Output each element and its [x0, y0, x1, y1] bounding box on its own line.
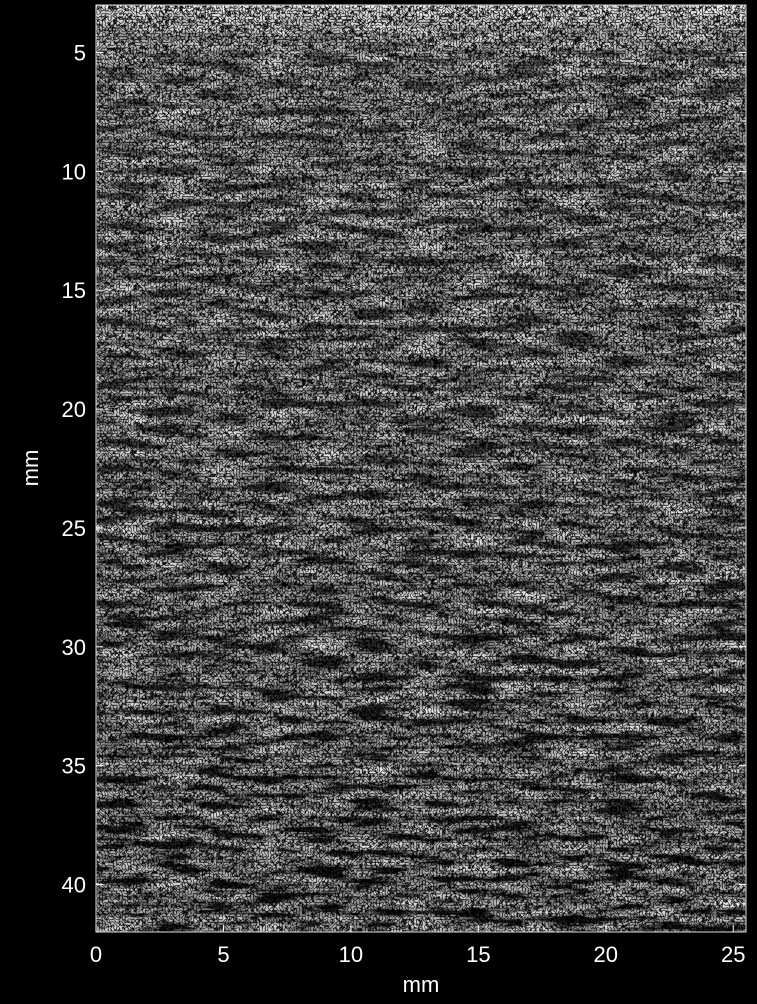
ultrasound-image [96, 5, 746, 932]
x-tick-label: 10 [339, 942, 363, 967]
x-tick-label: 15 [466, 942, 490, 967]
x-tick-label: 20 [594, 942, 618, 967]
y-tick-label: 30 [62, 635, 86, 660]
y-axis-label: mm [18, 450, 43, 487]
x-tick-label: 5 [217, 942, 229, 967]
y-tick-label: 25 [62, 516, 86, 541]
y-tick-label: 10 [62, 159, 86, 184]
y-tick-label: 35 [62, 754, 86, 779]
x-tick-label: 0 [90, 942, 102, 967]
y-tick-label: 20 [62, 397, 86, 422]
x-axis-label: mm [403, 972, 440, 997]
chart: mm mm 0 5 10 15 20 25 5 10 15 20 25 30 35 40 [0, 0, 757, 1004]
x-tick-label: 25 [721, 942, 745, 967]
y-tick-label: 15 [62, 278, 86, 303]
page: {"chart_data": {"type": "image", "xlabel… [0, 0, 757, 1004]
image [96, 5, 746, 932]
y-tick-label: 5 [74, 41, 86, 66]
y-tick-label: 40 [62, 872, 86, 897]
